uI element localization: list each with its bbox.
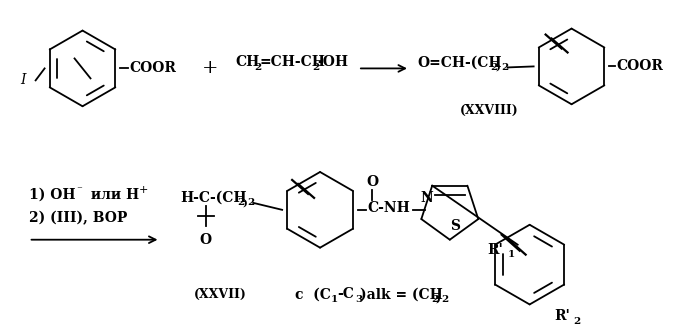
Text: 1) OH: 1) OH xyxy=(29,188,75,202)
Text: 2: 2 xyxy=(254,63,261,72)
Text: H-C-(CH: H-C-(CH xyxy=(181,191,247,205)
Text: S: S xyxy=(450,219,460,233)
Text: +: + xyxy=(202,59,218,77)
Text: O=CH-(CH: O=CH-(CH xyxy=(418,55,503,70)
Text: ): ) xyxy=(496,63,500,72)
Text: 1: 1 xyxy=(508,250,515,259)
Text: CH: CH xyxy=(235,55,260,70)
Text: O: O xyxy=(199,233,211,247)
Text: -C: -C xyxy=(337,288,354,301)
Text: 2: 2 xyxy=(430,295,438,304)
Text: COOR: COOR xyxy=(130,61,176,75)
Text: COOR: COOR xyxy=(617,59,664,74)
Text: (XXVIII): (XXVIII) xyxy=(461,104,519,117)
Text: N: N xyxy=(421,191,433,205)
Text: 2: 2 xyxy=(502,63,509,72)
Text: O: O xyxy=(366,175,378,189)
Text: 3: 3 xyxy=(355,295,362,304)
Text: C-NH: C-NH xyxy=(367,201,410,215)
Text: или H: или H xyxy=(85,188,139,202)
Text: I: I xyxy=(21,73,26,87)
Text: c  (C: c (C xyxy=(295,288,331,301)
Text: (XXVII): (XXVII) xyxy=(194,288,246,301)
Text: ): ) xyxy=(242,198,247,207)
Text: 1: 1 xyxy=(331,295,338,304)
Text: 2: 2 xyxy=(441,295,448,304)
Text: R': R' xyxy=(488,243,503,257)
Text: )alk = (CH: )alk = (CH xyxy=(360,288,442,301)
Text: 2: 2 xyxy=(237,198,244,207)
Text: 2: 2 xyxy=(247,198,255,207)
Text: R': R' xyxy=(554,309,570,323)
Text: 2: 2 xyxy=(573,317,581,326)
Text: 2: 2 xyxy=(312,63,319,72)
Text: -OH: -OH xyxy=(317,55,348,70)
Text: =CH-CH: =CH-CH xyxy=(259,55,325,70)
Text: 2) (III), BOP: 2) (III), BOP xyxy=(29,211,127,225)
Text: +: + xyxy=(139,185,148,195)
Text: ⁻: ⁻ xyxy=(76,185,83,195)
Text: 2: 2 xyxy=(491,63,498,72)
Text: ): ) xyxy=(436,295,441,304)
